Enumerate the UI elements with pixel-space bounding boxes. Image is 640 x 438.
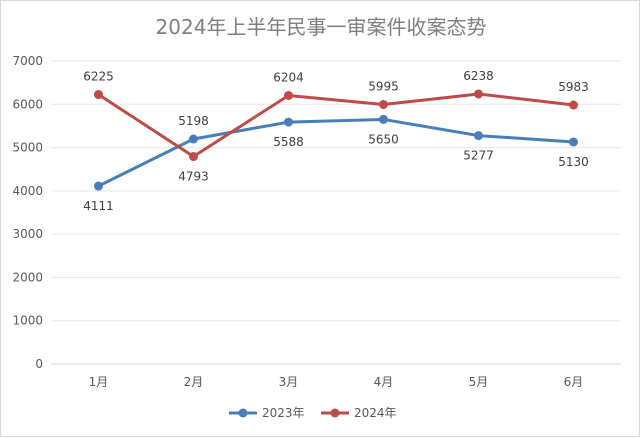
- data-labels: 4111 5198 5588 5650 5277 5130 6225 4793 6204 5995…: [83, 69, 589, 213]
- data-point: [284, 90, 293, 100]
- y-tick-label: 2000: [12, 270, 43, 284]
- data-label: 5588: [273, 135, 304, 149]
- data-point: [379, 114, 388, 124]
- data-label: 6225: [83, 70, 114, 84]
- data-point: [474, 131, 483, 141]
- axes: 0 1000 2000 3000 4000 5000 6000 7000 1月 2月 3月 4月 5月 6…: [12, 54, 621, 389]
- data-label: 5650: [368, 132, 399, 146]
- series: [94, 89, 578, 191]
- data-point: [94, 181, 103, 191]
- y-tick-label: 5000: [12, 141, 43, 155]
- legend-label: 2023年: [262, 406, 305, 420]
- data-point: [569, 100, 578, 110]
- data-label: 4111: [83, 199, 114, 213]
- data-label: 5130: [558, 155, 589, 169]
- data-point: [189, 134, 198, 144]
- x-tick-label: 2月: [184, 375, 204, 389]
- chart-title: 2024年上半年民事一审案件收案态势: [155, 15, 487, 39]
- data-label: 5198: [178, 114, 209, 128]
- data-label: 5995: [368, 80, 399, 94]
- data-point: [94, 90, 103, 100]
- series-line-0: [97, 117, 574, 188]
- data-point: [189, 152, 198, 162]
- legend-item: 2024年: [321, 406, 397, 420]
- y-tick-label: 4000: [12, 184, 43, 198]
- series-line-1: [97, 92, 574, 159]
- x-tick-label: 6月: [564, 375, 584, 389]
- gridlines: [51, 60, 621, 322]
- x-tick-label: 3月: [279, 375, 299, 389]
- data-point: [284, 117, 293, 127]
- x-tick-label: 1月: [89, 375, 109, 389]
- data-label: 6238: [463, 69, 494, 83]
- y-tick-label: 0: [35, 357, 43, 371]
- legend-item: 2023年: [229, 406, 305, 420]
- y-tick-label: 3000: [12, 227, 43, 241]
- x-tick-label: 4月: [374, 375, 394, 389]
- legend-swatch-marker: [330, 408, 340, 418]
- data-label: 6204: [273, 70, 304, 84]
- data-point: [569, 137, 578, 147]
- legend-label: 2024年: [354, 406, 397, 420]
- data-label: 4793: [178, 170, 209, 184]
- y-tick-label: 6000: [12, 97, 43, 111]
- x-tick-label: 5月: [469, 375, 489, 389]
- data-point: [379, 100, 388, 110]
- y-tick-label: 7000: [12, 54, 43, 68]
- legend: 2023年 2024年: [229, 406, 397, 420]
- y-tick-label: 1000: [12, 314, 43, 328]
- data-label: 5277: [463, 149, 494, 163]
- data-label: 5983: [558, 80, 589, 94]
- data-point: [474, 89, 483, 99]
- legend-swatch-marker: [238, 408, 248, 418]
